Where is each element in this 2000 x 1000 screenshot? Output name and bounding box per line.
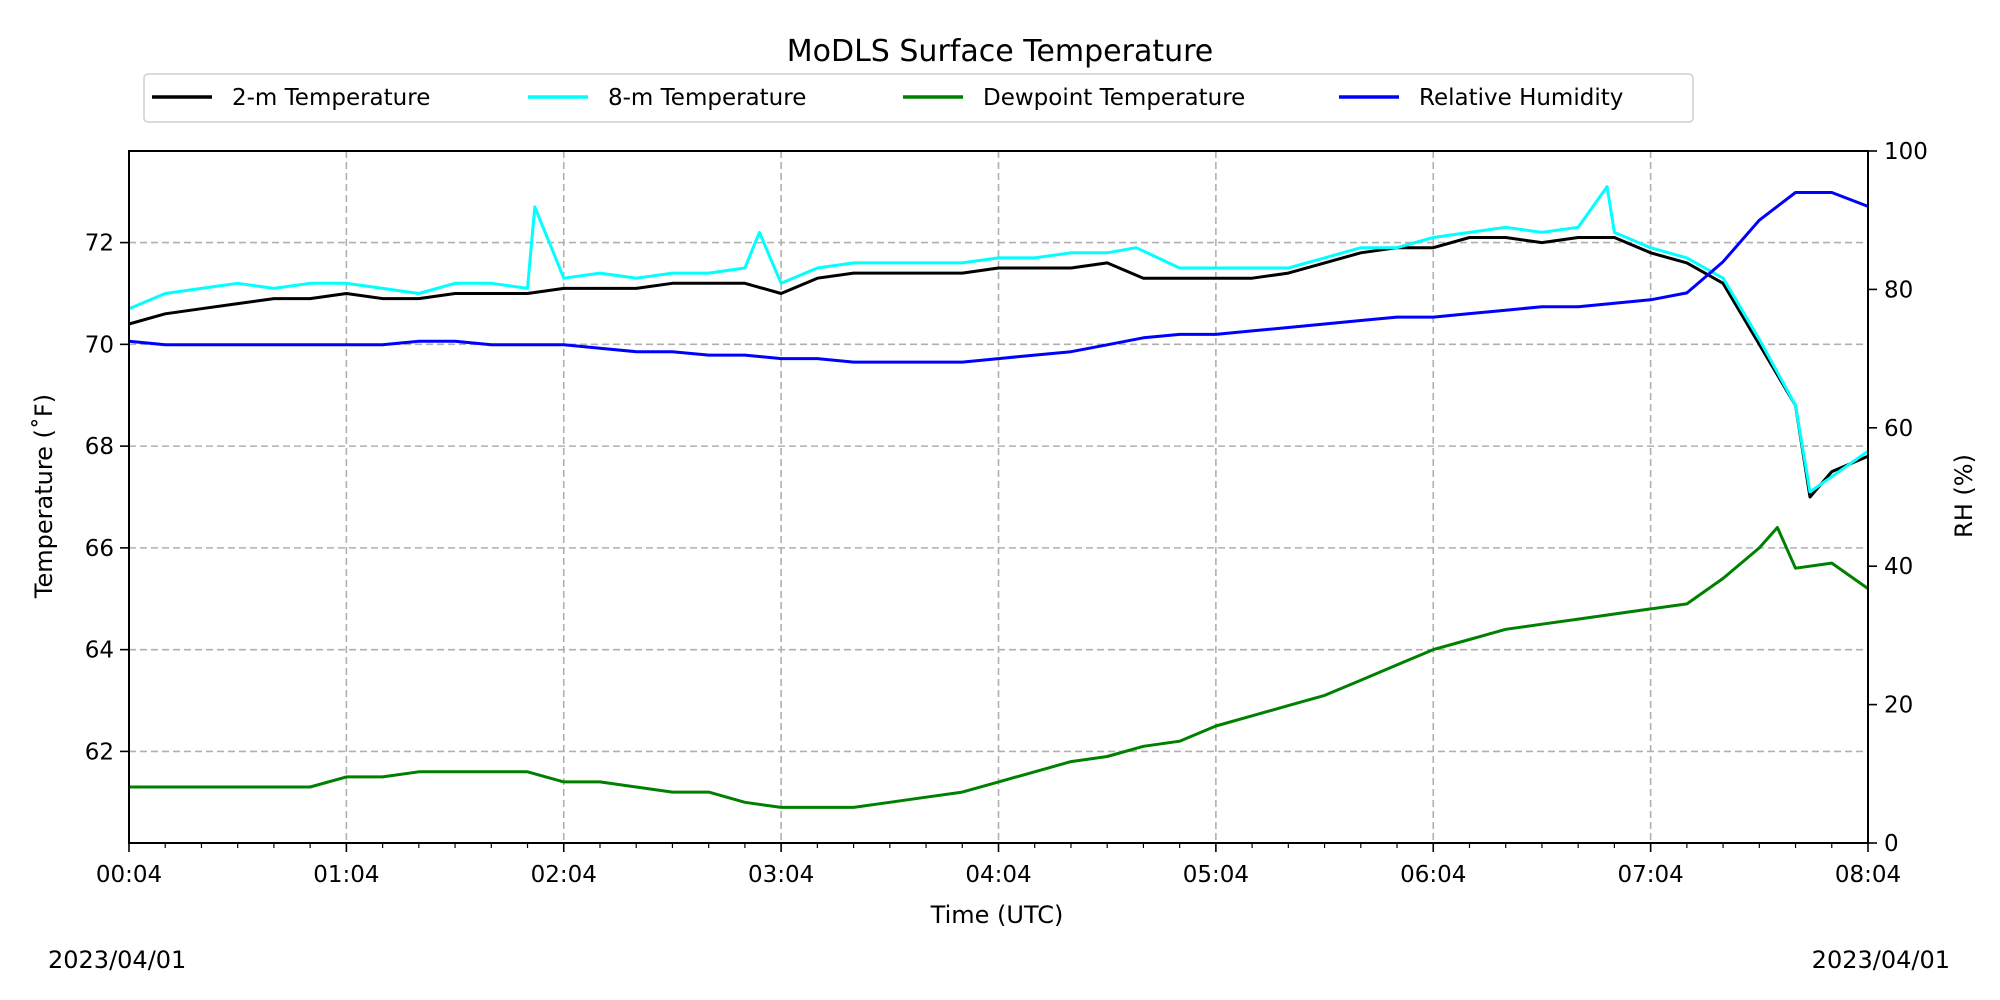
series-line-8-m-temperature (128, 185, 1869, 494)
y-tick-label: 62 (85, 739, 114, 765)
chart-title: MoDLS Surface Temperature (787, 34, 1214, 69)
y2-tick-label: 80 (1884, 277, 1913, 303)
legend-label-8-m-temperature: 8-m Temperature (608, 85, 806, 111)
x-tick-label: 05:04 (1183, 862, 1249, 888)
x-tick-label: 06:04 (1400, 862, 1466, 888)
series-line-relative-humidity (128, 191, 1869, 364)
y2-tick-label: 40 (1884, 554, 1913, 580)
series-layer (128, 185, 1869, 809)
y-axis-label: Temperature (˚F) (30, 394, 58, 599)
y2-tick-label: 60 (1884, 416, 1913, 442)
legend-label-dewpoint-temperature: Dewpoint Temperature (983, 85, 1245, 111)
date-right: 2023/04/01 (1812, 946, 1950, 974)
x-tick-label: 03:04 (748, 862, 814, 888)
date-left: 2023/04/01 (48, 946, 186, 974)
plot-frame (128, 150, 1869, 844)
y-tick-label: 64 (85, 638, 114, 664)
y2-axis-label: RH (%) (1950, 454, 1978, 538)
x-tick-label: 07:04 (1617, 862, 1683, 888)
y2-tick-label: 20 (1884, 693, 1913, 719)
y-tick-label: 70 (85, 332, 114, 358)
y-tick-label: 66 (85, 536, 114, 562)
legend: 2-m Temperature 8-m Temperature Dewpoint T… (143, 73, 1694, 123)
axes: 00:04 01:04 02:04 03:04 04:04 05:04 06:04 07:04… (85, 139, 1928, 888)
legend-label-relative-humidity: Relative Humidity (1419, 85, 1623, 111)
x-tick-label: 01:04 (313, 862, 379, 888)
y-tick-label: 68 (85, 434, 114, 460)
y-tick-label: 72 (85, 231, 114, 257)
x-tick-label: 00:04 (96, 862, 162, 888)
x-tick-label: 08:04 (1835, 862, 1901, 888)
x-axis-label: Time (UTC) (930, 901, 1064, 929)
legend-label-2-m-temperature: 2-m Temperature (232, 85, 430, 111)
y2-tick-label: 100 (1884, 139, 1928, 165)
y2-tick-label: 0 (1884, 831, 1899, 857)
x-tick-label: 02:04 (531, 862, 597, 888)
x-tick-label: 04:04 (965, 862, 1031, 888)
grid (129, 151, 1868, 843)
series-line-2-m-temperature (128, 236, 1869, 499)
series-line-dewpoint-temperature (129, 526, 1869, 809)
